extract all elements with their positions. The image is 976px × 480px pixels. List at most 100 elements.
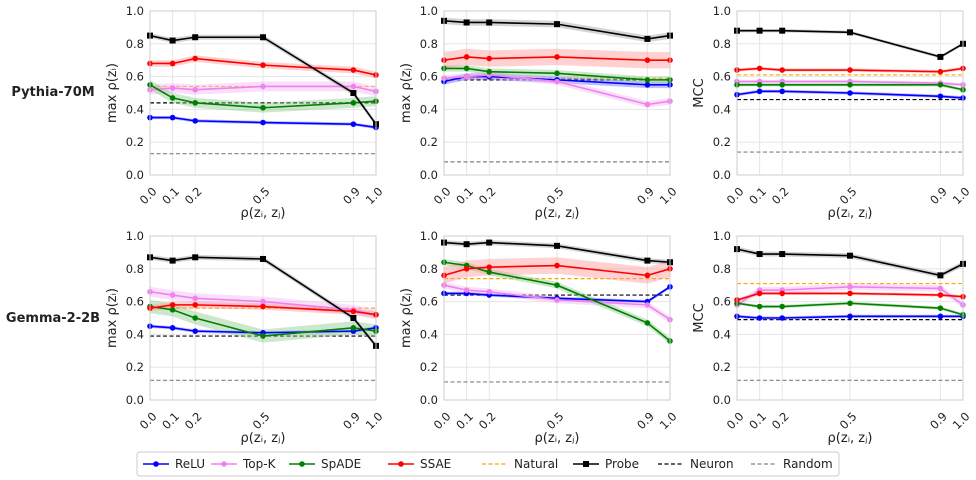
point-ssae: [192, 302, 198, 308]
point-spade: [260, 104, 266, 111]
point-probe: [847, 252, 853, 259]
series-line-top-k: [443, 284, 671, 321]
series-line-spade: [444, 67, 670, 81]
plot-frame: [736, 10, 964, 176]
point-spade: [192, 315, 198, 321]
y-axis-label: max ρ(zᵢ): [105, 288, 120, 348]
band-ssae: [444, 257, 670, 284]
point-top-k: [169, 85, 176, 91]
legend-marker: [153, 461, 159, 467]
point-spade: [554, 282, 560, 289]
point-ssae: [644, 57, 651, 63]
series-line-spade: [149, 84, 377, 109]
x-tick-label: 0.1: [746, 184, 769, 207]
plot-frame: [443, 10, 671, 176]
y-axis-label: MCC: [692, 78, 707, 107]
panel-gemma-2-2b-3: 0.00.20.40.60.81.00.0 0.1 0.2 0.5 0.9 1.0MCCρ…: [692, 229, 973, 446]
y-tick-label: 0.4: [713, 327, 731, 341]
x-tick-label: 0.0: [724, 409, 747, 432]
series-line-top-k: [149, 290, 377, 316]
series-line-top-k: [736, 286, 964, 306]
point-probe: [169, 37, 176, 44]
y-tick-label: 0.6: [713, 70, 731, 84]
y-tick-label: 0.4: [420, 102, 438, 116]
row-label-gemma: Gemma-2-2B: [6, 311, 100, 326]
series-line-ssae: [443, 56, 670, 62]
point-relu: [756, 315, 763, 321]
x-tick-label: 0.9: [927, 184, 950, 207]
series-line-probe: [737, 29, 964, 58]
point-spade: [260, 333, 266, 339]
plot-frame: [736, 235, 964, 401]
series-line-probe: [149, 256, 377, 347]
point-ssae: [169, 60, 176, 67]
point-relu: [779, 315, 785, 321]
point-relu: [169, 325, 176, 331]
point-top-k: [350, 83, 357, 90]
series-line-spade: [443, 261, 671, 342]
band-top-k: [444, 71, 670, 108]
point-probe: [779, 27, 786, 34]
x-tick-label: 1.0: [363, 409, 386, 432]
point-ssae: [756, 65, 763, 72]
plot-frame: [149, 10, 377, 176]
legend-item-natural: Natural: [482, 457, 558, 471]
point-relu: [192, 118, 198, 124]
y-tick-label: 0.6: [126, 295, 144, 309]
point-spade: [644, 77, 651, 83]
y-tick-label: 0.8: [420, 262, 438, 276]
series-line-ssae: [736, 292, 964, 301]
x-tick-label: 0.5: [250, 184, 273, 207]
legend-box: [136, 451, 840, 477]
legend-label: ReLU: [175, 457, 205, 471]
y-tick-label: 0.2: [713, 135, 731, 149]
point-spade: [169, 307, 176, 313]
point-ssae: [644, 272, 651, 279]
x-tick-label: 0.9: [340, 184, 363, 207]
point-top-k: [644, 101, 651, 108]
point-ssae: [937, 68, 944, 75]
x-axis-label: ρ(zᵢ, zⱼ): [828, 206, 873, 221]
point-probe: [847, 29, 853, 36]
point-top-k: [847, 284, 853, 290]
point-spade: [192, 100, 198, 106]
point-ssae: [486, 264, 493, 270]
point-probe: [192, 34, 199, 41]
point-probe: [756, 251, 763, 258]
point-ssae: [847, 290, 853, 297]
point-ssae: [756, 290, 763, 297]
point-ssae: [779, 290, 785, 297]
legend-item-probe: Probe: [573, 457, 639, 471]
x-tick-label: 0.5: [250, 409, 273, 432]
y-axis-label: max ρ(zⱼ): [399, 63, 414, 123]
x-tick-label: 0.9: [634, 184, 657, 207]
legend: ReLU Top-K SpADE SSAE Natural Probe Neuron Rand…: [136, 451, 840, 477]
legend-item-spade: SpADE: [289, 457, 361, 471]
series-line-ssae: [443, 264, 671, 277]
y-tick-label: 0.0: [420, 168, 438, 182]
point-ssae: [192, 55, 198, 62]
point-probe: [486, 19, 493, 26]
panel-gemma-2-2b-2: 0.00.20.40.60.81.00.0 0.1 0.2 0.5 0.9 1.0max …: [399, 229, 680, 446]
y-tick-label: 0.0: [126, 168, 144, 182]
point-relu: [756, 88, 763, 95]
series-line-spade: [737, 84, 964, 91]
x-tick-label: 1.0: [657, 409, 680, 432]
point-top-k: [937, 285, 944, 292]
point-relu: [644, 82, 651, 88]
point-ssae: [350, 67, 357, 73]
panel-pythia-70m-1: 0.00.20.40.60.81.00.0 0.1 0.2 0.5 0.9 1.0max …: [105, 4, 386, 221]
y-tick-label: 1.0: [126, 4, 144, 18]
y-tick-label: 0.4: [126, 327, 144, 341]
point-spade: [350, 325, 357, 331]
y-tick-label: 0.6: [420, 295, 438, 309]
point-probe: [644, 35, 651, 42]
x-tick-label: 0.0: [137, 184, 160, 207]
y-tick-label: 0.6: [420, 70, 438, 84]
x-axis-label: ρ(zᵢ, zⱼ): [535, 431, 580, 446]
x-axis-label: ρ(zᵢ, zⱼ): [535, 206, 580, 221]
x-tick-label: 0.1: [453, 184, 476, 207]
x-tick-label: 1.0: [657, 184, 680, 207]
series-line-ssae: [736, 67, 964, 73]
point-probe: [644, 257, 651, 264]
